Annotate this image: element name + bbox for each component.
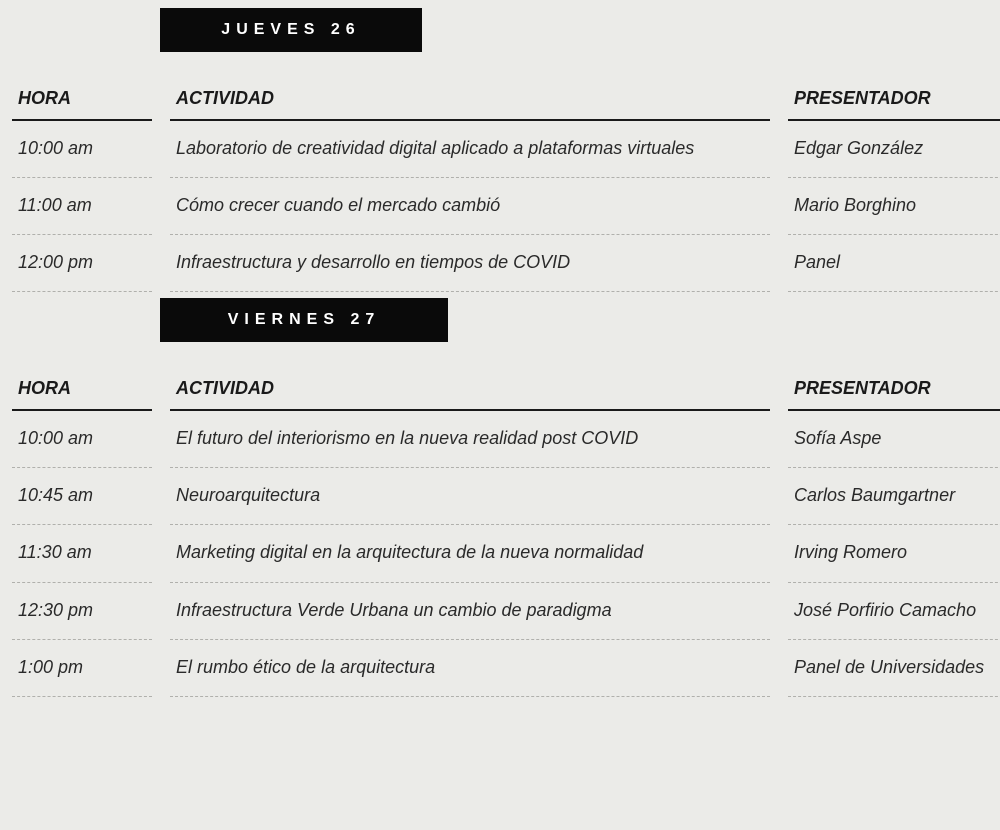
- cell-gap: [152, 582, 170, 639]
- cell-hora: 10:45 am: [12, 468, 152, 525]
- cell-gap: [770, 235, 788, 292]
- cell-presentador: Carlos Baumgartner: [788, 468, 1000, 525]
- cell-hora: 10:00 am: [12, 410, 152, 468]
- cell-gap: [152, 178, 170, 235]
- table-row: 10:00 am El futuro del interiorismo en la…: [12, 410, 1000, 468]
- cell-gap: [152, 468, 170, 525]
- cell-gap: [152, 639, 170, 696]
- cell-actividad: El futuro del interiorismo en la nueva r…: [170, 410, 770, 468]
- col-gap: [152, 80, 170, 120]
- cell-presentador: Sofía Aspe: [788, 410, 1000, 468]
- cell-actividad: Infraestructura y desarrollo en tiempos …: [170, 235, 770, 292]
- cell-actividad: El rumbo ético de la arquitectura: [170, 639, 770, 696]
- day-header: JUEVES 26: [160, 8, 422, 52]
- cell-actividad: Marketing digital en la arquitectura de …: [170, 525, 770, 582]
- table-row: 11:30 am Marketing digital en la arquitec…: [12, 525, 1000, 582]
- cell-actividad: Neuroarquitectura: [170, 468, 770, 525]
- table-row: 12:00 pm Infraestructura y desarrollo en …: [12, 235, 1000, 292]
- table-row: 11:00 am Cómo crecer cuando el mercado ca…: [12, 178, 1000, 235]
- cell-presentador: Mario Borghino: [788, 178, 1000, 235]
- cell-gap: [770, 178, 788, 235]
- col-gap: [770, 80, 788, 120]
- cell-presentador: Irving Romero: [788, 525, 1000, 582]
- cell-gap: [152, 410, 170, 468]
- cell-hora: 12:30 pm: [12, 582, 152, 639]
- cell-gap: [770, 525, 788, 582]
- schedule-table: HORA ACTIVIDAD PRESENTADOR 10:00 am Laborato…: [12, 80, 1000, 292]
- cell-actividad: Cómo crecer cuando el mercado cambió: [170, 178, 770, 235]
- col-header-presentador: PRESENTADOR: [788, 370, 1000, 410]
- day-block: JUEVES 26HORAACTIVIDADPRESENTADOR10:00 a…: [12, 8, 988, 292]
- col-header-hora: HORA: [12, 370, 152, 410]
- cell-gap: [152, 120, 170, 178]
- cell-hora: 12:00 pm: [12, 235, 152, 292]
- cell-presentador: Panel de Universidades: [788, 639, 1000, 696]
- cell-gap: [770, 120, 788, 178]
- cell-hora: 11:00 am: [12, 178, 152, 235]
- cell-gap: [770, 410, 788, 468]
- table-row: 1:00 pm El rumbo ético de la arquitectura…: [12, 639, 1000, 696]
- cell-gap: [770, 468, 788, 525]
- cell-presentador: José Porfirio Camacho: [788, 582, 1000, 639]
- cell-hora: 10:00 am: [12, 120, 152, 178]
- day-block: VIERNES 27HORAACTIVIDADPRESENTADOR10:00 …: [12, 298, 988, 696]
- cell-hora: 11:30 am: [12, 525, 152, 582]
- col-header-presentador: PRESENTADOR: [788, 80, 1000, 120]
- day-header: VIERNES 27: [160, 298, 448, 342]
- cell-gap: [770, 582, 788, 639]
- cell-gap: [152, 235, 170, 292]
- cell-hora: 1:00 pm: [12, 639, 152, 696]
- col-header-actividad: ACTIVIDAD: [170, 80, 770, 120]
- schedule-table: HORA ACTIVIDAD PRESENTADOR 10:00 am El futur…: [12, 370, 1000, 696]
- table-row: 10:00 am Laboratorio de creatividad digit…: [12, 120, 1000, 178]
- cell-gap: [770, 639, 788, 696]
- col-header-actividad: ACTIVIDAD: [170, 370, 770, 410]
- col-gap: [770, 370, 788, 410]
- col-gap: [152, 370, 170, 410]
- cell-presentador: Panel: [788, 235, 1000, 292]
- schedule-root: JUEVES 26HORAACTIVIDADPRESENTADOR10:00 a…: [12, 8, 988, 697]
- table-row: 10:45 am Neuroarquitectura Carlos Baumgart…: [12, 468, 1000, 525]
- col-header-hora: HORA: [12, 80, 152, 120]
- cell-actividad: Laboratorio de creatividad digital aplic…: [170, 120, 770, 178]
- table-row: 12:30 pm Infraestructura Verde Urbana un …: [12, 582, 1000, 639]
- cell-presentador: Edgar González: [788, 120, 1000, 178]
- cell-gap: [152, 525, 170, 582]
- cell-actividad: Infraestructura Verde Urbana un cambio d…: [170, 582, 770, 639]
